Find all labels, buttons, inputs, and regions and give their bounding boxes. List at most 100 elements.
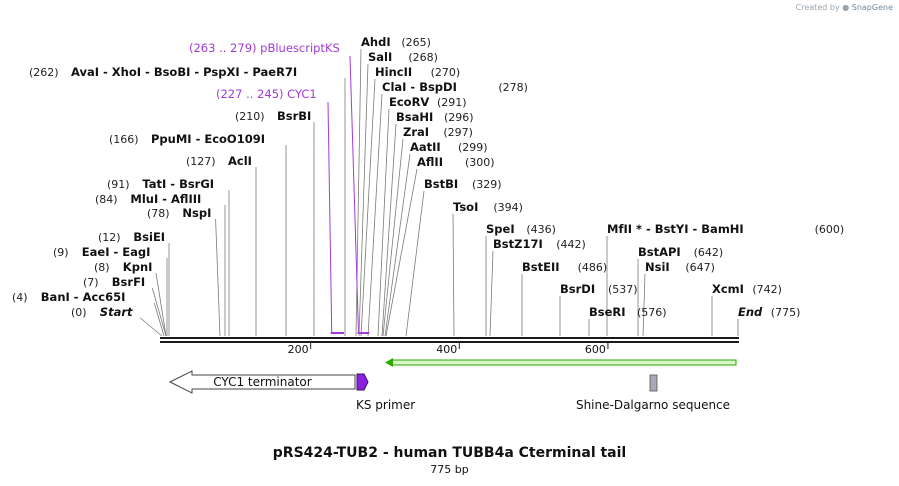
feature-cyc1-terminator: CYC1 terminator bbox=[168, 370, 356, 394]
site-leader bbox=[358, 63, 369, 337]
shine-dalgarno-label: Shine-Dalgarno sequence bbox=[576, 398, 730, 412]
site-position: (262) bbox=[29, 66, 59, 79]
site-position: (278) bbox=[498, 81, 528, 94]
site-position: (8) bbox=[94, 261, 110, 274]
axis-tick-label: 400 bbox=[436, 343, 457, 356]
site-position: (7) bbox=[83, 276, 99, 289]
site-name: TsoI bbox=[453, 200, 478, 214]
restriction-site: XcmI (742) bbox=[712, 282, 782, 296]
restriction-site: BsaHI (296) bbox=[396, 110, 474, 124]
site-name: BsaHI bbox=[396, 110, 433, 124]
restriction-site: TsoI (394) bbox=[453, 200, 523, 214]
restriction-site: SpeI (436) bbox=[486, 222, 556, 236]
feature-ks-primer: KS primer bbox=[356, 373, 415, 412]
restriction-site: (262) AvaI - XhoI - BsoBI - PspXI - PaeR7… bbox=[29, 65, 297, 79]
restriction-site: (127) AclI bbox=[186, 154, 252, 168]
watermark-prefix: Created by bbox=[795, 3, 840, 12]
site-leader bbox=[151, 287, 167, 337]
restriction-site: (0) Start bbox=[71, 305, 133, 319]
plasmid-length: 775 bp bbox=[430, 463, 469, 476]
primer-label: (227 .. 245) CYC1 bbox=[216, 87, 317, 101]
site-name: ZraI bbox=[403, 125, 429, 139]
site-position: (299) bbox=[458, 141, 488, 154]
site-name: BsrDI bbox=[560, 282, 595, 296]
site-leader bbox=[367, 93, 383, 337]
primer-leader bbox=[349, 55, 359, 333]
site-name: BsiEI bbox=[133, 230, 165, 244]
site-position: (394) bbox=[493, 201, 523, 214]
restriction-site: (4) BanI - Acc65I bbox=[12, 290, 125, 304]
site-name: NspI bbox=[182, 206, 211, 220]
site-position: (600) bbox=[815, 223, 845, 236]
site-name: HincII bbox=[375, 65, 412, 79]
restriction-site: (84) MluI - AflIII bbox=[95, 192, 201, 206]
site-position: (210) bbox=[235, 110, 265, 123]
site-labels: (0) Start(4) BanI - Acc65I(7) BsrFI(8) KpnI (… bbox=[12, 35, 844, 319]
restriction-site: (78) NspI bbox=[147, 206, 211, 220]
site-name: Start bbox=[100, 305, 133, 319]
site-name: AatII bbox=[410, 140, 441, 154]
orf-bar bbox=[390, 359, 737, 366]
site-position: (166) bbox=[109, 133, 139, 146]
site-position: (78) bbox=[147, 207, 170, 220]
site-position: (291) bbox=[437, 96, 467, 109]
site-name: BanI - Acc65I bbox=[41, 290, 126, 304]
site-name: AhdI bbox=[361, 35, 391, 49]
site-name: TatI - BsrGI bbox=[142, 177, 214, 191]
site-position: (0) bbox=[71, 306, 87, 319]
restriction-site: (91) TatI - BsrGI bbox=[107, 177, 214, 191]
site-name: BseRI bbox=[589, 305, 626, 319]
site-leader bbox=[489, 250, 494, 337]
site-name: KpnI bbox=[123, 260, 153, 274]
ks-primer-arrow bbox=[356, 373, 369, 391]
axis-ticks: 200 400 600 bbox=[288, 343, 609, 356]
site-name: End bbox=[738, 305, 763, 319]
site-position: (84) bbox=[95, 193, 118, 206]
site-position: (300) bbox=[465, 156, 495, 169]
site-position: (127) bbox=[186, 155, 216, 168]
restriction-site: (12) BsiEI bbox=[98, 230, 165, 244]
site-name: AvaI - XhoI - BsoBI - PspXI - PaeR7I bbox=[71, 65, 297, 79]
axis-tick-label: 600 bbox=[585, 343, 606, 356]
site-leader bbox=[405, 190, 425, 337]
feature-track: CYC1 terminator KS primer Shine-Dalgarno s… bbox=[168, 358, 737, 412]
site-position: (268) bbox=[408, 51, 438, 64]
restriction-site: BstZ17I (442) bbox=[493, 237, 586, 251]
sequence-backbone bbox=[160, 337, 739, 343]
primer-site: (263 .. 279) pBluescriptKS bbox=[189, 41, 370, 334]
site-leader bbox=[452, 213, 455, 337]
site-name: BstBI bbox=[424, 177, 458, 191]
site-name: NsiI bbox=[645, 260, 670, 274]
site-name: EaeI - EagI bbox=[82, 245, 151, 259]
restriction-site: ClaI - BspDI (278) bbox=[382, 80, 528, 94]
site-position: (576) bbox=[637, 306, 667, 319]
restriction-site: MfII * - BstYI - BamHI (600) bbox=[607, 222, 844, 236]
cyc1-terminator-arrow bbox=[168, 370, 356, 394]
restriction-site: (166) PpuMI - EcoO109I bbox=[109, 132, 265, 146]
plasmid-map: (263 .. 279) pBluescriptKS (227 .. 245) C… bbox=[12, 35, 844, 412]
site-name: MluI - AflIII bbox=[130, 192, 201, 206]
site-name: AflII bbox=[417, 155, 443, 169]
site-position: (436) bbox=[526, 223, 556, 236]
site-leader bbox=[155, 272, 167, 337]
site-position: (329) bbox=[472, 178, 502, 191]
restriction-site: BstEII (486) bbox=[522, 260, 607, 274]
site-name: XcmI bbox=[712, 282, 744, 296]
feature-shine-dalgarno: Shine-Dalgarno sequence bbox=[576, 374, 730, 412]
ks-primer-label: KS primer bbox=[356, 398, 415, 412]
restriction-site: BseRI (576) bbox=[589, 305, 667, 319]
site-name: SalI bbox=[368, 50, 392, 64]
site-name: BsrFI bbox=[112, 275, 145, 289]
site-leader bbox=[215, 218, 221, 337]
snapgene-watermark: Created by ● SnapGene bbox=[796, 3, 893, 12]
restriction-site: NsiI (647) bbox=[645, 260, 715, 274]
restriction-site: EcoRV (291) bbox=[389, 95, 467, 109]
restriction-site: SalI (268) bbox=[368, 50, 438, 64]
site-leader-lines bbox=[140, 48, 739, 337]
site-position: (647) bbox=[685, 261, 715, 274]
site-position: (297) bbox=[443, 126, 473, 139]
site-name: EcoRV bbox=[389, 95, 429, 109]
restriction-site: (210) BsrBI bbox=[235, 109, 311, 123]
orf-arrowhead bbox=[385, 358, 393, 367]
restriction-site: AflII (300) bbox=[417, 155, 495, 169]
